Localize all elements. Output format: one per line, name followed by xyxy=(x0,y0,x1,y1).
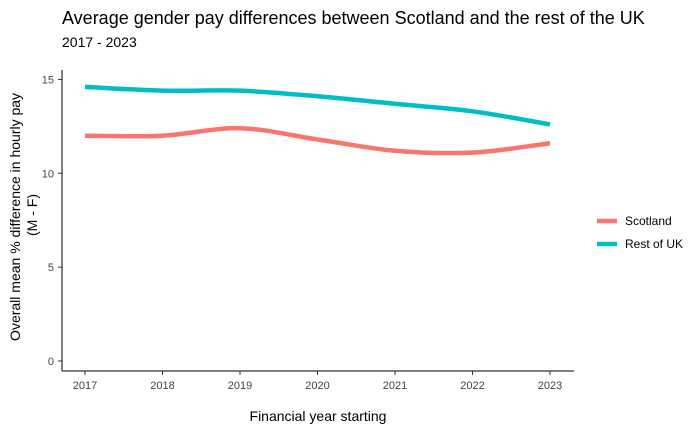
chart-title: Average gender pay differences between S… xyxy=(62,8,645,28)
series-line-scotland xyxy=(84,125,551,156)
legend: Scotland Rest of UK xyxy=(597,214,683,251)
svg-text:Overall mean % difference in h: Overall mean % difference in hourly pay … xyxy=(7,89,40,341)
y-tick-label: 15 xyxy=(42,74,54,86)
x-tick-label: 2021 xyxy=(383,380,407,392)
x-ticks: 2017 2018 2019 2020 2021 2022 2023 xyxy=(73,371,562,392)
x-tick-label: 2019 xyxy=(228,380,252,392)
x-axis-label: Financial year starting xyxy=(250,408,387,424)
y-ticks: 0 5 10 15 xyxy=(42,74,62,368)
y-tick-label: 10 xyxy=(42,168,54,180)
x-tick-label: 2018 xyxy=(150,380,174,392)
chart-subtitle: 2017 - 2023 xyxy=(62,34,137,50)
legend-label: Scotland xyxy=(625,214,672,228)
x-tick-label: 2022 xyxy=(460,380,484,392)
legend-label: Rest of UK xyxy=(625,237,683,251)
x-tick-label: 2020 xyxy=(305,380,329,392)
y-axis-label: Overall mean % difference in hourly pay … xyxy=(7,89,40,341)
y-axis-label-line-2: (M - F) xyxy=(24,194,40,236)
x-tick-label: 2023 xyxy=(538,380,562,392)
series-line-rest-of-uk xyxy=(84,84,551,127)
y-axis-label-line-1: Overall mean % difference in hourly pay xyxy=(7,93,23,341)
y-tick-label: 0 xyxy=(48,356,54,368)
series-lines xyxy=(84,84,551,156)
x-tick-label: 2017 xyxy=(73,380,97,392)
y-tick-label: 5 xyxy=(48,262,54,274)
